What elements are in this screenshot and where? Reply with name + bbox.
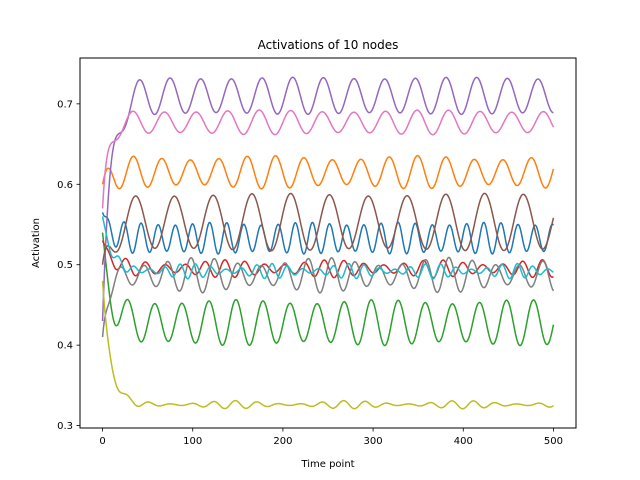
y-tick-label: 0.6: [57, 180, 73, 191]
series-line-10: [101, 216, 554, 280]
series-line-1: [101, 212, 555, 255]
series-line-6: [101, 192, 555, 265]
y-axis: 0.3 0.4 0.5 0.6 0.7: [57, 99, 80, 432]
x-tick-label: 500: [544, 436, 563, 447]
series-line-2: [101, 154, 555, 190]
chart-title: Activations of 10 nodes: [258, 38, 399, 52]
series-line-7: [101, 109, 555, 209]
series-line-9: [101, 280, 554, 410]
y-axis-label: Activation: [31, 218, 42, 268]
x-tick-label: 100: [183, 436, 202, 447]
x-tick-label: 300: [364, 436, 383, 447]
series-line-8: [101, 256, 555, 338]
x-tick-label: 200: [273, 436, 292, 447]
y-tick-label: 0.4: [57, 341, 73, 352]
plot-frame: [79, 57, 577, 429]
plot-series: [101, 76, 555, 410]
series-line-5: [101, 76, 554, 322]
y-tick-label: 0.7: [57, 99, 73, 110]
x-axis-label: Time point: [300, 459, 354, 470]
x-tick-label: 0: [99, 436, 105, 447]
y-tick-label: 0.3: [57, 421, 73, 432]
y-tick-label: 0.5: [57, 260, 73, 271]
x-tick-label: 400: [454, 436, 473, 447]
series-line-3: [101, 232, 555, 347]
x-axis: 0 100 200 300 400 500: [99, 428, 563, 447]
